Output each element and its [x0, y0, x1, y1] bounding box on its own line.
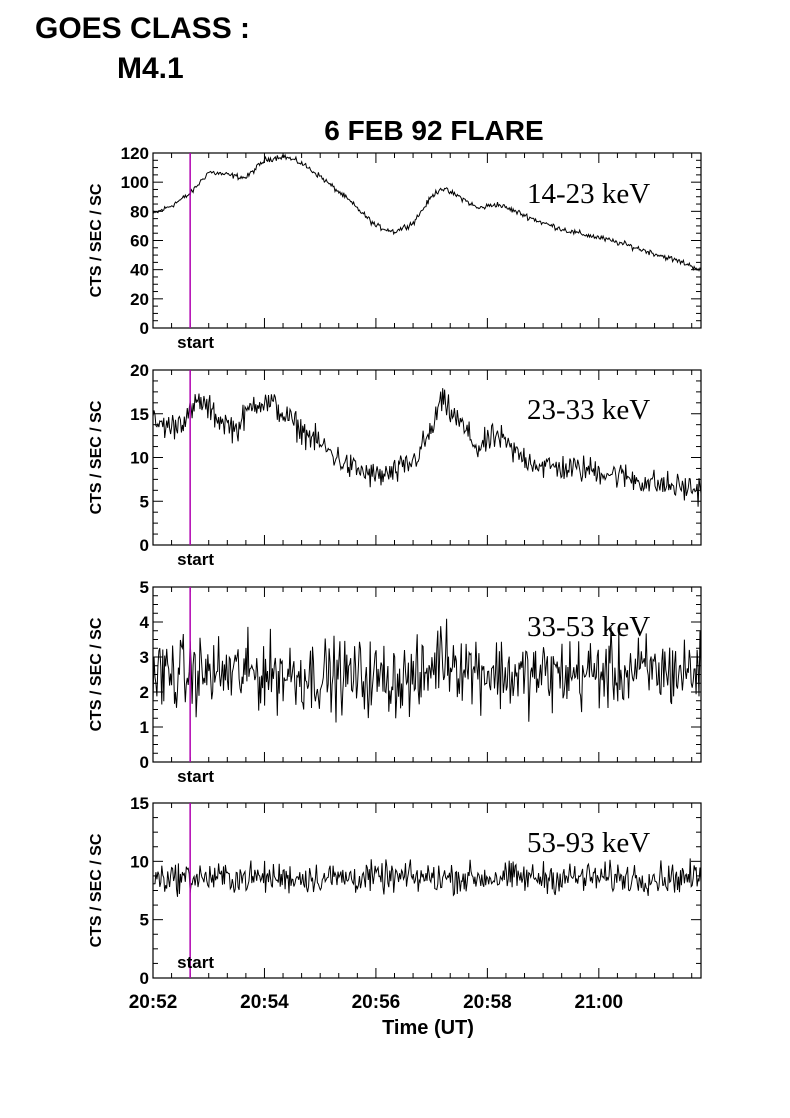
y-tick-label: 40 — [130, 261, 149, 280]
x-tick-label: 20:54 — [240, 992, 289, 1013]
y-axis-label: CTS / SEC / SC — [88, 617, 105, 731]
series-trace — [152, 153, 702, 272]
y-tick-label: 80 — [130, 202, 149, 221]
panel-2: 0 5 10 15 20 CTS / SEC / SC start 23-33 keV — [88, 361, 702, 569]
y-tick-label: 10 — [130, 852, 149, 871]
start-marker-label: start — [177, 333, 214, 352]
y-tick-label: 1 — [140, 718, 149, 737]
goes-class-label: GOES CLASS : — [35, 12, 251, 45]
start-marker-label: start — [177, 953, 214, 972]
y-tick-label: 0 — [140, 536, 149, 555]
y-tick-label: 0 — [140, 969, 149, 988]
panel-4: 0 5 10 15 CTS / SEC / SC start 53-93 keV — [88, 794, 702, 988]
y-tick-label: 20 — [130, 361, 149, 380]
chart-title: 6 FEB 92 FLARE — [324, 115, 543, 146]
panel-3: 0 1 2 3 4 5 CTS / SEC / SC start 33-53 keV — [88, 578, 702, 786]
y-tick-label: 60 — [130, 232, 149, 251]
goes-class-value: M4.1 — [117, 52, 184, 85]
y-tick-label: 0 — [140, 319, 149, 338]
x-tick-label: 21:00 — [575, 992, 624, 1013]
panel-energy-label: 53-93 keV — [527, 827, 650, 859]
y-tick-label: 5 — [140, 578, 149, 597]
y-tick-label: 5 — [140, 492, 149, 511]
x-tick-label: 20:52 — [129, 992, 178, 1013]
y-tick-label: 5 — [140, 911, 149, 930]
y-tick-label: 3 — [140, 648, 149, 667]
y-tick-label: 2 — [140, 683, 149, 702]
x-tick-label: 20:56 — [352, 992, 401, 1013]
series-trace — [152, 618, 702, 723]
panel-energy-label: 23-33 keV — [527, 394, 650, 426]
y-axis-label: CTS / SEC / SC — [88, 400, 105, 514]
x-axis-label: Time (UT) — [382, 1017, 474, 1039]
y-tick-label: 0 — [140, 753, 149, 772]
y-tick-label: 20 — [130, 290, 149, 309]
y-tick-label: 100 — [121, 173, 149, 192]
panel-1: 0 20 40 60 80 100 120 CTS / SEC / SC start 14-23 … — [88, 144, 702, 352]
y-tick-label: 15 — [130, 405, 149, 424]
y-tick-label: 4 — [140, 613, 150, 632]
start-marker-label: start — [177, 767, 214, 786]
y-tick-label: 10 — [130, 449, 149, 468]
y-tick-label: 15 — [130, 794, 149, 813]
start-marker-label: start — [177, 550, 214, 569]
panel-energy-label: 14-23 keV — [527, 178, 650, 210]
panel-energy-label: 33-53 keV — [527, 611, 650, 643]
y-axis-label: CTS / SEC / SC — [88, 183, 105, 297]
series-trace — [152, 388, 702, 507]
y-tick-label: 120 — [121, 144, 149, 163]
y-axis-label: CTS / SEC / SC — [88, 833, 105, 947]
x-tick-label: 20:58 — [463, 992, 512, 1013]
series-trace — [152, 858, 702, 897]
